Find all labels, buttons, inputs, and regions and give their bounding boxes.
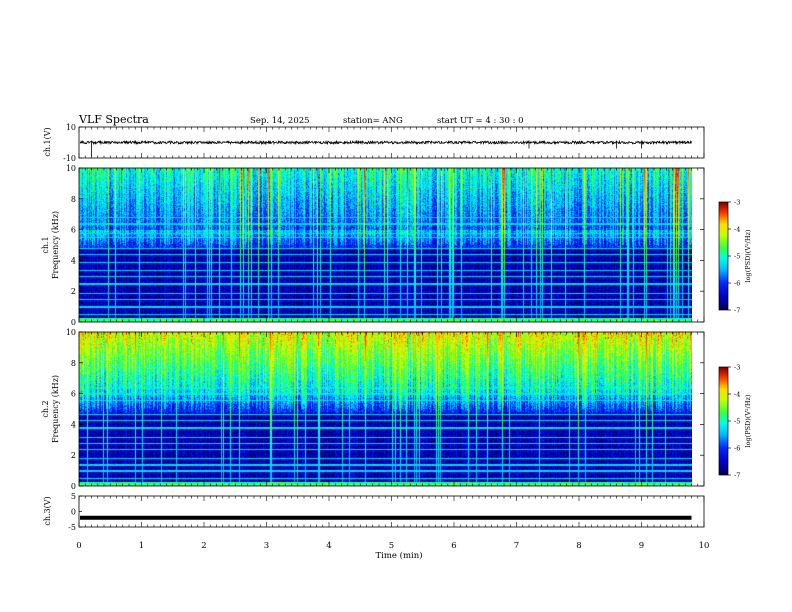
y-tick-label: 6: [71, 226, 76, 235]
y-tick-label: 10: [66, 164, 76, 173]
ch1-waveform-ylabel: ch.1(V): [43, 127, 52, 156]
ch3-waveform-panel: 5 0 -5: [68, 492, 705, 532]
x-tick-label: 5: [389, 541, 394, 551]
y-tick-label: -10: [63, 154, 76, 163]
date-label: Sep. 14, 2025: [250, 116, 310, 126]
colorbar-tick-label: -3: [734, 364, 740, 372]
ch1-spectrogram-panel: 0 2 4 6 8 10: [66, 164, 705, 327]
x-tick-label: 6: [451, 541, 456, 551]
ch2-colorbar-gradient: [719, 367, 728, 475]
colorbar-tick-label: -3: [734, 199, 740, 207]
ch1-waveform-panel: 10 -10: [63, 123, 705, 163]
ch2-spectrogram-panel: 0 2 4 6 8 10: [66, 328, 705, 491]
x-tick-label: 8: [576, 541, 581, 551]
ch2-colorbar-label: log(PSD)(V²/Hz): [744, 394, 752, 447]
x-tick-label: 2: [201, 541, 206, 551]
colorbar-tick-label: -4: [734, 391, 740, 399]
y-tick-label: -5: [68, 523, 76, 532]
y-tick-label: 4: [71, 256, 76, 265]
ch1-colorbar-label: log(PSD)(V²/Hz): [744, 229, 752, 282]
ch2-colorbar: -3 -4 -5 -6 -7: [718, 364, 740, 480]
x-tick-label: 4: [326, 541, 331, 551]
station-label: station= ANG: [343, 116, 403, 126]
ch2-spectrogram-ylabel-frequency: Frequency (kHz): [51, 375, 60, 443]
colorbar-tick-label: -5: [734, 253, 740, 261]
y-tick-label: 0: [71, 482, 76, 491]
x-tick-label: 1: [139, 541, 144, 551]
x-tick-label: 7: [514, 541, 519, 551]
y-tick-label: 0: [71, 508, 76, 517]
x-tick-label: 10: [699, 541, 710, 551]
colorbar-tick-label: -7: [734, 307, 740, 315]
y-tick-label: 0: [71, 318, 76, 327]
y-tick-label: 4: [71, 420, 76, 429]
ch1-spectrogram-ylabel-channel: ch.1: [41, 236, 50, 253]
y-tick-label: 5: [71, 492, 76, 501]
colorbar-tick-label: -6: [734, 445, 740, 453]
x-tick-label: 3: [264, 541, 269, 551]
x-axis-label: Time (min): [375, 550, 422, 561]
ch2-spectrogram-image: [79, 332, 692, 486]
ch2-spectrogram-ylabel-channel: ch.2: [41, 400, 50, 417]
ch3-waveform-ylabel: ch.3(V): [43, 496, 52, 525]
y-tick-label: 10: [66, 328, 76, 337]
y-tick-label: 2: [71, 451, 76, 460]
x-tick-label: 0: [76, 541, 81, 551]
figure-title: VLF Spectra: [78, 113, 149, 126]
ch1-spectrogram-ylabel-frequency: Frequency (kHz): [51, 211, 60, 279]
y-tick-label: 8: [71, 359, 76, 368]
colorbar-tick-label: -4: [734, 226, 740, 234]
colorbar-tick-label: -6: [734, 280, 740, 288]
colorbar-tick-label: -7: [734, 472, 740, 480]
ch1-signal-trace: [79, 139, 692, 146]
y-tick-label: 10: [66, 123, 76, 132]
start-time-label: start UT = 4 : 30 : 0: [437, 116, 524, 126]
y-tick-label: 6: [71, 390, 76, 399]
ch1-colorbar: -3 -4 -5 -6 -7: [718, 199, 740, 315]
colorbar-tick-label: -5: [734, 418, 740, 426]
axis-ticks: 0 1 2 3 4 5 6 7 8 9 10: [76, 127, 709, 551]
ch1-spectrogram-image: [79, 168, 692, 322]
x-tick-label: 9: [639, 541, 644, 551]
ch1-colorbar-gradient: [719, 202, 728, 310]
y-tick-label: 8: [71, 195, 76, 204]
y-tick-label: 2: [71, 287, 76, 296]
